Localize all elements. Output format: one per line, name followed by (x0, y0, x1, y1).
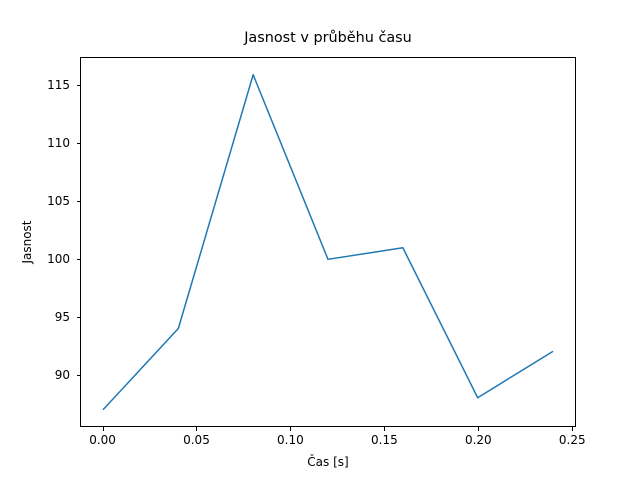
y-tick-mark (76, 375, 80, 377)
y-tick-mark (76, 85, 80, 87)
x-tick-mark (384, 427, 386, 431)
x-tick-mark (102, 427, 104, 431)
y-tick-label: 110 (47, 136, 70, 151)
x-tick-label: 0.25 (558, 433, 586, 447)
x-tick-mark (196, 427, 198, 431)
x-tick-label: 0.15 (371, 433, 398, 447)
x-axis-label: Čas [s] (307, 455, 349, 469)
y-tick-label: 95 (54, 310, 70, 325)
data-line (102, 73, 554, 411)
x-tick-mark (572, 427, 574, 431)
x-tick-label: 0.05 (183, 433, 210, 447)
y-tick-mark (76, 201, 80, 203)
y-axis-label: Jasnost (20, 220, 34, 264)
y-tick-label: 100 (47, 252, 70, 267)
x-tick-label: 0.10 (277, 433, 304, 447)
x-tick-label: 0.20 (464, 433, 492, 447)
x-tick-mark (478, 427, 480, 431)
plot-area (80, 57, 576, 427)
x-tick-label: 0.00 (89, 433, 116, 447)
y-tick-label: 115 (47, 78, 70, 93)
x-tick-mark (290, 427, 292, 431)
y-tick-mark (76, 259, 80, 261)
line-series-svg (102, 73, 554, 411)
y-tick-label: 90 (54, 368, 70, 383)
y-tick-label: 105 (47, 194, 70, 209)
chart-title: Jasnost v průběhu času (244, 30, 412, 46)
y-tick-mark (76, 317, 80, 319)
y-tick-mark (76, 143, 80, 145)
